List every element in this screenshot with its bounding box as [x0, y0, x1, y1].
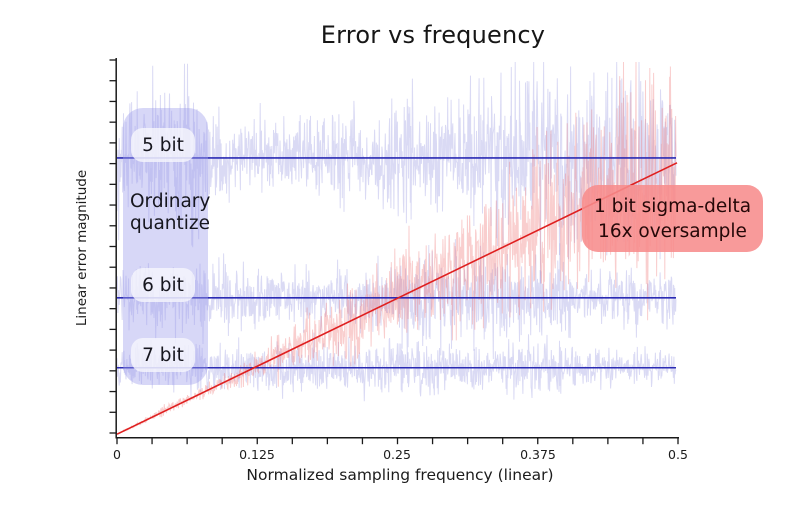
- x-tick-label-0: 0: [113, 447, 121, 462]
- quantize-level-pill-6bit: 6 bit: [131, 268, 195, 302]
- quantize-level-label-7bit: 7 bit: [142, 344, 184, 366]
- quantize-level-pill-5bit: 5 bit: [131, 128, 195, 162]
- ordinary-quantize-label: Ordinary quantize: [130, 191, 220, 235]
- y-axis-label: Linear error magnitude: [74, 169, 90, 327]
- x-tick-label-3: 0.375: [520, 447, 556, 462]
- x-axis-label: Normalized sampling frequency (linear): [246, 466, 554, 484]
- ordinary-quantize-label-line2: quantize: [130, 213, 211, 234]
- quantize-level-label-5bit: 5 bit: [142, 134, 184, 156]
- quantize-level-pill-7bit: 7 bit: [131, 338, 195, 372]
- sigma-delta-callout: 1 bit sigma-delta 16x oversample: [582, 185, 763, 252]
- sigma-delta-callout-line2: 16x oversample: [598, 220, 747, 242]
- x-tick-label-1: 0.125: [239, 447, 275, 462]
- x-tick-label-4: 0.5: [668, 447, 688, 462]
- sigma-delta-callout-line1: 1 bit sigma-delta: [593, 195, 752, 217]
- chart-title: Error vs frequency: [320, 21, 546, 49]
- x-tick-label-2: 0.25: [383, 447, 411, 462]
- ordinary-quantize-label-line1: Ordinary: [130, 191, 211, 212]
- quantize-level-label-6bit: 6 bit: [142, 274, 184, 296]
